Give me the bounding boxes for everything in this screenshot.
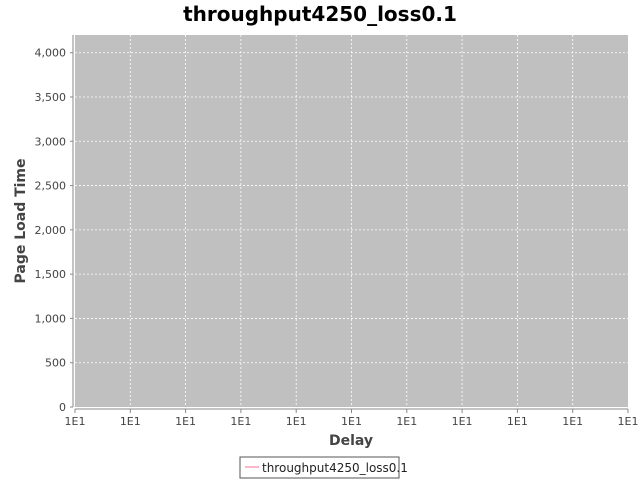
y-axis-label: Page Load Time [13, 158, 29, 283]
x-axis-label: Delay [329, 433, 373, 449]
y-tick-label: 0 [59, 401, 66, 414]
y-tick-label: 3,500 [35, 91, 67, 104]
y-tick-label: 500 [45, 357, 66, 370]
x-tick-label: 1E1 [341, 415, 362, 428]
legend-item-label: throughput4250_loss0.1 [262, 461, 408, 475]
y-tick-label: 1,500 [35, 268, 67, 281]
y-tick-label: 2,500 [35, 180, 67, 193]
chart-title: throughput4250_loss0.1 [183, 2, 457, 26]
y-axis-ticks: 0 500 1,000 1,500 2,000 2,500 3,000 3,500 4,000 [35, 47, 73, 414]
legend: throughput4250_loss0.1 [239, 456, 408, 479]
x-tick-label: 1E1 [396, 415, 417, 428]
x-tick-label: 1E1 [286, 415, 307, 428]
x-axis-ticks: 1E1 1E1 1E1 1E1 1E1 1E1 1E1 1E1 1E1 1E1 1E1 [65, 409, 639, 428]
x-tick-label: 1E1 [120, 415, 141, 428]
x-tick-label: 1E1 [618, 415, 639, 428]
y-tick-label: 2,000 [35, 224, 67, 237]
x-tick-label: 1E1 [507, 415, 528, 428]
x-tick-label: 1E1 [562, 415, 583, 428]
x-tick-label: 1E1 [175, 415, 196, 428]
legend-box [239, 456, 400, 479]
grid [75, 35, 628, 407]
x-tick-label: 1E1 [230, 415, 251, 428]
y-tick-label: 1,000 [35, 312, 67, 325]
x-tick-label: 1E1 [452, 415, 473, 428]
y-tick-label: 4,000 [35, 47, 67, 60]
x-tick-label: 1E1 [65, 415, 86, 428]
y-tick-label: 3,000 [35, 135, 67, 148]
